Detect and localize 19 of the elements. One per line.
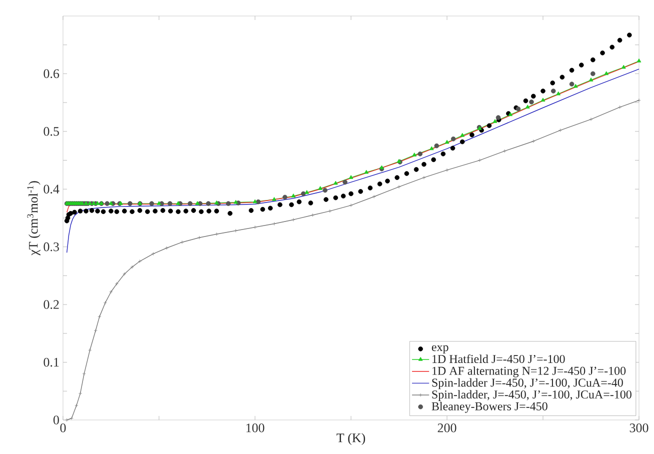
y-tick-label: 0.4 — [44, 184, 60, 194]
legend-label: 1D Hatfield J=-450 J’=-100 — [432, 354, 565, 364]
y-tick-label: 0.2 — [44, 300, 59, 309]
y-tick-label: 0.3 — [44, 242, 59, 252]
y-axis-title: χT (cm$^{3}$mol$^{-1}$) — [27, 181, 40, 256]
legend-label: exp — [432, 345, 448, 354]
legend-label: Bleaney-Bowers J=-450 — [432, 402, 548, 413]
x-tick-label: 200 — [438, 424, 456, 432]
y-tick-label: 0.6 — [44, 69, 60, 78]
y-tick-label: 0 — [53, 416, 59, 424]
y-tick-label: 0.5 — [44, 127, 59, 136]
x-tick-label: 300 — [630, 424, 648, 432]
legend-label: Spin-ladder J=-450, J’=-100, JCuA=-40 — [432, 378, 623, 390]
x-axis-title: T (K) — [336, 433, 366, 445]
x-tick-label: 100 — [246, 424, 264, 432]
legend-label: 1D AF alternating N=12 J=-450 J’=-100 — [432, 366, 626, 378]
x-tick-label: 0 — [60, 424, 66, 432]
legend-label: Spin-ladder, J=-450, J’=-100, JCuA=-100 — [432, 390, 632, 401]
y-tick-label: 0.1 — [44, 358, 59, 367]
